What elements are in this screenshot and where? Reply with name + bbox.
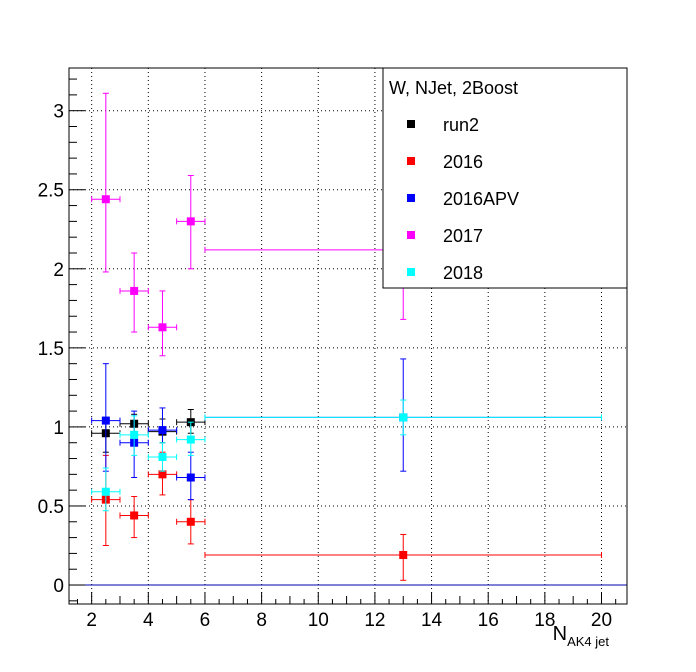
x-tick-label: 4 bbox=[143, 610, 154, 631]
data-point bbox=[130, 286, 139, 295]
legend: W, NJet, 2Boost run2 2016 2016APV 2017 2018 bbox=[382, 67, 628, 289]
x-tick-label: 14 bbox=[421, 610, 443, 631]
y-tick-label: 3 bbox=[53, 102, 64, 123]
legend-label-run2: run2 bbox=[443, 115, 479, 135]
data-point bbox=[101, 195, 110, 204]
data-point bbox=[186, 435, 195, 444]
x-tick-label: 2 bbox=[86, 610, 97, 631]
y-tick-label: 0.5 bbox=[38, 497, 64, 518]
data-point bbox=[186, 473, 195, 482]
legend-marker-2016 bbox=[407, 157, 415, 165]
x-axis-title: NAK4 jet bbox=[553, 623, 610, 649]
x-tick-label: 8 bbox=[256, 610, 267, 631]
x-tick-label: 10 bbox=[308, 610, 329, 631]
legend-marker-2017 bbox=[407, 231, 415, 239]
legend-label-2017: 2017 bbox=[443, 226, 483, 246]
data-point bbox=[399, 550, 408, 559]
legend-label-2016APV: 2016APV bbox=[443, 189, 519, 209]
data-point bbox=[399, 413, 408, 422]
legend-marker-run2 bbox=[407, 120, 415, 128]
x-axis-title-subscript: AK4 jet bbox=[567, 634, 609, 649]
x-tick-label: 6 bbox=[200, 610, 211, 631]
data-points-layer bbox=[91, 92, 603, 581]
axes: 2 4 6 8 10 12 14 16 18 20 0 0.5 1 1.5 2 2.5 3 bbox=[38, 78, 617, 631]
x-axis-title-main: N bbox=[553, 623, 567, 645]
legend-box bbox=[382, 67, 628, 289]
data-point bbox=[158, 426, 167, 435]
data-point bbox=[101, 487, 110, 496]
data-point bbox=[101, 416, 110, 425]
y-tick-label: 2 bbox=[53, 260, 64, 281]
data-point bbox=[158, 452, 167, 461]
legend-marker-2018 bbox=[407, 268, 415, 276]
series-2018 bbox=[91, 399, 603, 512]
data-point bbox=[186, 517, 195, 526]
data-point bbox=[158, 470, 167, 479]
y-tick-label: 2.5 bbox=[38, 181, 64, 202]
plot-frame bbox=[68, 67, 628, 605]
legend-marker-2016APV bbox=[407, 194, 415, 202]
y-tick-label: 0 bbox=[53, 576, 64, 597]
legend-label-2016: 2016 bbox=[443, 152, 483, 172]
data-point bbox=[130, 430, 139, 439]
data-point bbox=[130, 511, 139, 520]
y-tick-label: 1 bbox=[53, 418, 64, 439]
legend-header: W, NJet, 2Boost bbox=[389, 78, 518, 98]
data-point bbox=[158, 323, 167, 332]
x-tick-label: 18 bbox=[534, 610, 555, 631]
x-tick-label: 20 bbox=[591, 610, 612, 631]
y-tick-label: 1.5 bbox=[38, 339, 64, 360]
data-point bbox=[186, 217, 195, 226]
x-tick-label: 12 bbox=[364, 610, 385, 631]
x-tick-label: 16 bbox=[478, 610, 499, 631]
legend-label-2018: 2018 bbox=[443, 263, 483, 283]
